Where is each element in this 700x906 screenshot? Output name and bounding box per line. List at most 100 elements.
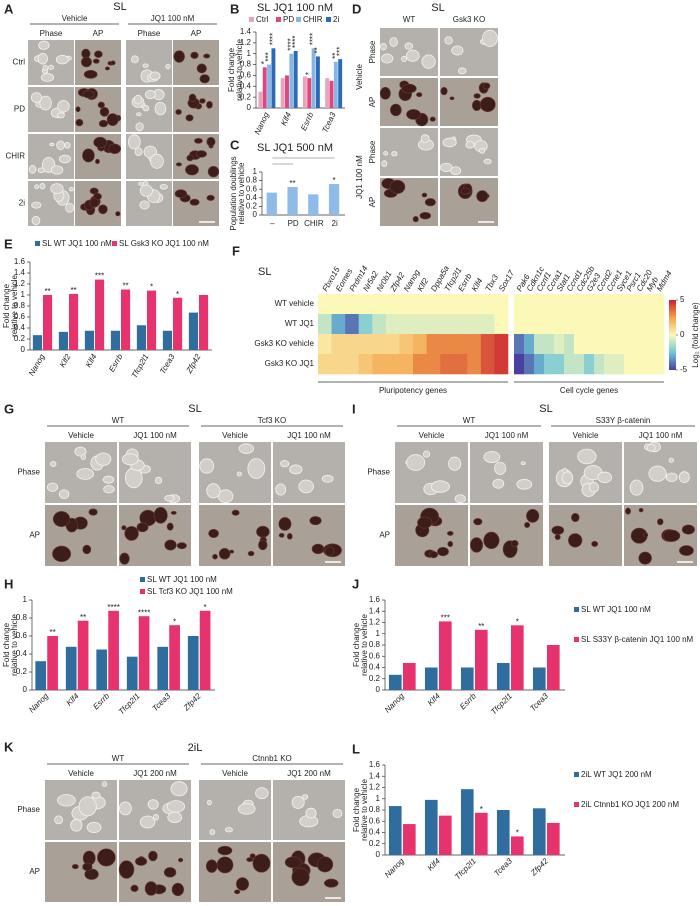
x-tick-label: –: [270, 219, 275, 228]
colony-stained: [681, 524, 695, 535]
colony: [121, 453, 139, 466]
colony-stained: [206, 137, 216, 147]
colony: [31, 201, 42, 209]
colony-stained: [252, 853, 271, 873]
colony-stained: [88, 508, 98, 516]
bar: [169, 625, 180, 690]
row-label: Phase: [17, 468, 40, 477]
colony-stained: [80, 56, 92, 68]
colony-stained: [309, 516, 322, 526]
heatmap-cell: [584, 354, 595, 375]
colony-stained: [406, 109, 421, 120]
colony: [494, 461, 507, 475]
x-tick-label: Nanog: [253, 110, 271, 136]
heatmap-cell: [614, 294, 625, 315]
x-tick-label: Tcea3: [528, 691, 550, 713]
colony-stained: [83, 69, 98, 79]
bar: [475, 629, 488, 690]
bar: [333, 61, 338, 108]
significance: ****: [309, 33, 318, 45]
heatmap-cell: [358, 354, 373, 375]
colony-stained: [203, 53, 211, 59]
heatmap-cell: [564, 354, 575, 375]
colony: [46, 482, 59, 492]
colony: [159, 183, 168, 190]
heatmap-cell: [385, 314, 400, 335]
heatmap-cell: [440, 354, 455, 375]
colony-stained: [324, 546, 335, 557]
heatmap-cell: [524, 314, 535, 335]
panel-letter: I: [352, 401, 356, 416]
colony-stained: [643, 532, 649, 538]
colony-stained: [316, 856, 334, 873]
colony-stained: [246, 857, 254, 862]
bar: [199, 295, 209, 350]
y-axis-label: relative to vehicle: [360, 779, 369, 841]
colony-stained: [189, 198, 200, 206]
bar: [147, 290, 157, 350]
colony-stained: [199, 74, 210, 84]
colony-stained: [98, 119, 109, 128]
bar: [532, 808, 546, 855]
y-tick-label: 0.6: [14, 312, 26, 321]
colony: [206, 483, 221, 499]
colony-stained: [98, 204, 108, 215]
significance: **: [478, 622, 484, 631]
bar: [511, 836, 524, 855]
y-tick-label: 0: [23, 685, 28, 694]
y-axis-label: Fold change: [2, 622, 11, 667]
bar: [460, 667, 474, 690]
y-tick-label: 0.6: [369, 651, 381, 660]
colorbar-tick-label: -5: [680, 365, 688, 374]
bar: [136, 325, 146, 350]
colony: [28, 165, 37, 174]
colony-stained: [99, 106, 110, 117]
legend-label: SL WT JQ1 100 nM: [42, 239, 112, 248]
heatmap-cell: [554, 354, 565, 375]
bar: [199, 610, 211, 690]
colony-stained: [194, 137, 203, 144]
legend-swatch: [574, 607, 579, 612]
colony: [76, 468, 94, 480]
panel-title: SL: [188, 403, 201, 415]
colony: [577, 448, 597, 465]
legend-label: SL S33Y β-catenin JQ1 100 nM: [581, 635, 694, 644]
heatmap-cell: [514, 294, 525, 315]
y-tick-label: 0: [253, 210, 258, 219]
y-tick-label: 1: [247, 49, 252, 58]
heatmap-cell: [345, 294, 360, 315]
colony: [80, 454, 87, 461]
heatmap-cell: [564, 294, 575, 315]
colony: [95, 452, 112, 466]
bar: [262, 67, 267, 108]
heatmap-cell: [413, 334, 427, 355]
colony: [166, 800, 186, 813]
group-label: Gsk3 KO: [453, 15, 485, 24]
bar: [293, 51, 298, 108]
colony: [383, 151, 389, 156]
panel-letter: K: [4, 739, 14, 754]
colony: [479, 147, 485, 154]
significance: **: [70, 286, 76, 295]
heatmap-cell: [644, 314, 655, 335]
colony: [448, 456, 462, 471]
column-label: Phase: [138, 29, 161, 38]
x-tick-label: Esrrb: [299, 110, 315, 132]
colony-stained: [416, 92, 423, 98]
heatmap-cell: [358, 334, 373, 355]
heatmap-cell: [480, 354, 495, 375]
colony: [49, 142, 55, 147]
colony-stained: [82, 862, 93, 872]
group-label: JQ1 100 nM: [151, 14, 195, 23]
heatmap-cell: [544, 334, 555, 355]
colony: [40, 73, 55, 82]
heatmap-cell: [544, 354, 555, 375]
bar: [173, 297, 183, 350]
panel-title: SL: [113, 1, 126, 13]
colony-stained: [234, 889, 241, 895]
row-label: PD: [14, 105, 25, 114]
colony: [481, 29, 498, 47]
colony-stained: [231, 509, 240, 516]
row-label: WT vehicle: [275, 299, 315, 308]
colony: [405, 49, 420, 62]
